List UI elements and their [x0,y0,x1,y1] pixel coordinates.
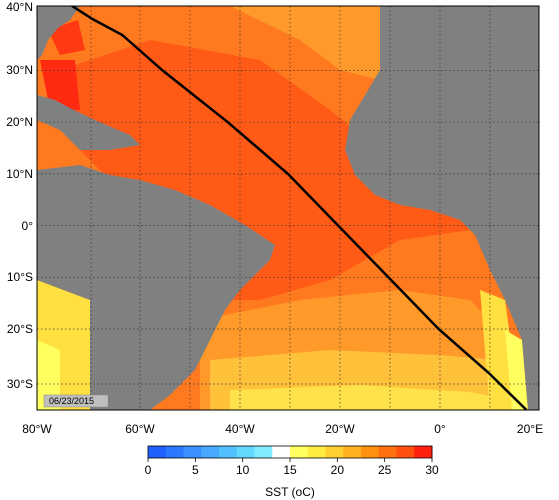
colorbar-cell [272,446,291,458]
longitude-labels: 80°W 60°W 40°W 20°W 0° 20°E [22,422,543,436]
colorbar-cell [183,446,202,458]
lat-label-10n: 10°N [6,167,33,181]
lon-label-0: 0° [434,422,446,436]
lat-label-30s: 30°S [7,377,33,391]
colorbar-tick-label: 25 [378,463,392,477]
colorbar-title-text: SST (oC) [265,485,315,499]
date-stamp-text: 06/23/2015 [49,396,94,406]
ocean-coldest-southwest [37,340,60,410]
colorbar-tick-label: 5 [192,463,199,477]
land-south-america [37,165,275,410]
land-africa [345,6,539,410]
lat-label-20n: 20°N [6,115,33,129]
map-frame [36,5,540,411]
date-stamp: 06/23/2015 [43,394,109,408]
colorbar-cell [396,446,415,458]
ocean-coldest-benguela [505,330,528,410]
land-central-america [37,95,140,150]
colorbar-cell [378,446,397,458]
lat-label-10s: 10°S [7,270,33,284]
lat-label-40n: 40°N [6,0,33,14]
colorbar-tick-label: 0 [145,463,152,477]
lat-label-20s: 20°S [7,322,33,336]
colorbar-cell [165,446,184,458]
lon-label-40w: 40°W [225,422,255,436]
colorbar-tick-label: 20 [331,463,345,477]
colorbar-cell [325,446,344,458]
grid-lines [37,6,539,410]
colorbar-title: SST (oC) [265,485,315,499]
colorbar-cell [201,446,220,458]
lon-label-20w: 20°W [325,422,355,436]
colorbar-cell [343,446,362,458]
latitude-labels: 40°N 30°N 20°N 10°N 0° 10°S 20°S 30°S [6,0,33,391]
colorbar-tick-label: 15 [283,463,297,477]
colorbar-cell [414,446,433,458]
ocean-hot-gulf [40,60,80,110]
colorbar-tick-label: 10 [236,463,250,477]
colorbar-cell [254,446,273,458]
date-stamp-box [43,394,109,408]
colorbar-ticks: 0 5 10 15 20 25 30 [145,458,439,477]
land-europe [460,6,539,75]
map-plot-area [37,6,539,410]
lon-label-80w: 80°W [22,422,52,436]
colorbar-cells [148,446,433,458]
colorbar-cell [361,446,380,458]
lat-label-30n: 30°N [6,63,33,77]
lon-label-20e: 20°E [517,422,543,436]
land-north-america [37,6,80,60]
lat-label-0: 0° [22,219,34,233]
colorbar-cell [290,446,309,458]
cruise-track-line [71,6,528,410]
colorbar-cell [219,446,238,458]
colorbar: 0 5 10 15 20 25 30 SST (oC) [145,445,439,499]
ocean-mid-north [230,6,380,80]
colorbar-tick-label: 30 [425,463,439,477]
colorbar-cell [148,446,167,458]
colorbar-cell [236,446,255,458]
lon-label-60w: 60°W [125,422,155,436]
colorbar-cell [307,446,326,458]
